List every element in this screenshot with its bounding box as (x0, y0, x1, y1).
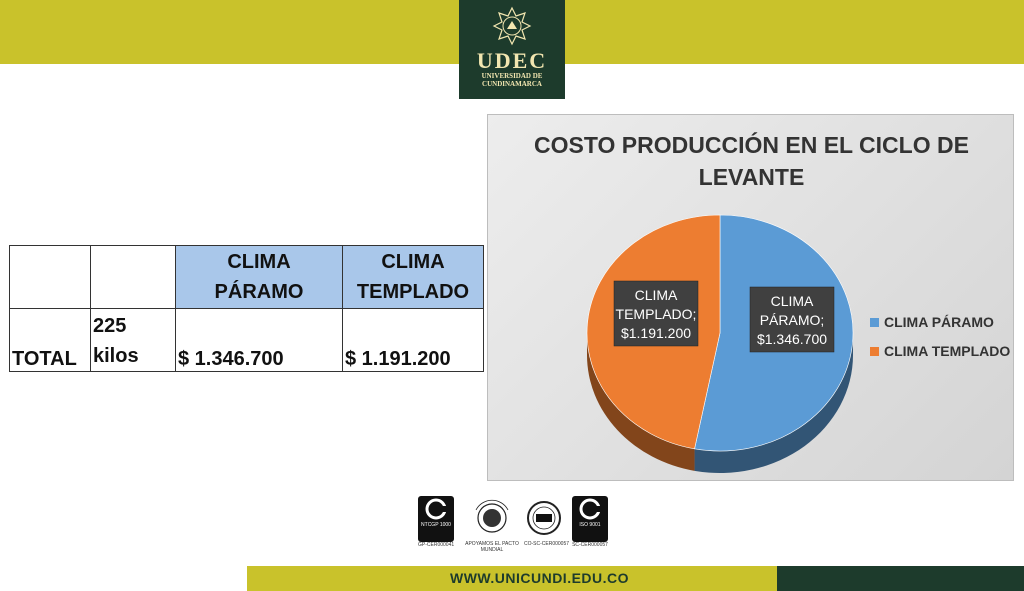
table-cell-templado: $ 1.191.200 (342, 308, 484, 372)
pie-data-label-line: PÁRAMO; (760, 312, 825, 328)
cert-caption: SC-CER000057 (572, 542, 608, 548)
logo-sub-line-2: CUNDINAMARCA (482, 80, 542, 88)
udec-logo: UDEC UNIVERSIDAD DE CUNDINAMARCA (459, 0, 565, 99)
table-header-templado-text: CLIMA TEMPLADO (356, 251, 470, 303)
cost-table: CLIMA PÁRAMO CLIMA TEMPLADO TOTAL 225 ki… (9, 245, 484, 372)
footer-url[interactable]: WWW.UNICUNDI.EDU.CO (450, 570, 630, 586)
cert-caption: GP-CER000041 (418, 542, 455, 548)
legend-swatch (870, 318, 879, 327)
table-header-paramo: CLIMA PÁRAMO (175, 245, 343, 309)
pie-data-label-line: CLIMA (635, 287, 678, 303)
pie-data-label-line: CLIMA (771, 293, 814, 309)
chart-title-line-2: LEVANTE (698, 164, 805, 190)
pie-chart-panel: COSTO PRODUCCIÓN EN EL CICLO DE LEVANTE … (487, 114, 1014, 481)
legend-entry-1: CLIMA TEMPLADO (870, 343, 1010, 359)
icontec-ntcgp-icon: NTCGP 1000 (418, 496, 454, 542)
pie-data-label-line: TEMPLADO; (616, 306, 697, 322)
table-cell-quantity: 225 kilos (90, 308, 176, 372)
logo-sub-line-1: UNIVERSIDAD DE (481, 72, 543, 80)
table-header-paramo-text: CLIMA PÁRAMO (214, 251, 304, 303)
table-header-templado: CLIMA TEMPLADO (342, 245, 484, 309)
legend-label: CLIMA PÁRAMO (884, 314, 994, 330)
chart-title-line-1: COSTO PRODUCCIÓN EN EL CICLO DE (534, 132, 969, 158)
pie-chart: CLIMA PÁRAMO; $1.346.700 CLIMA TEMPLADO; $1.1… (586, 214, 1010, 473)
udec-shield-icon (492, 6, 532, 46)
footer-dark-band (777, 566, 1024, 591)
legend-entry-0: CLIMA PÁRAMO (870, 314, 994, 330)
cert-iqnet: CO-SC-CER000057 (524, 496, 570, 547)
quantity-text: 225 kilos (93, 315, 139, 367)
table-header-cell (90, 245, 176, 309)
pie-data-label-line: $1.191.200 (621, 325, 691, 341)
cert-code: NTCGP 1000 (421, 522, 451, 528)
pie-slice-side-0 (694, 333, 853, 473)
table-cell-label: TOTAL (9, 308, 91, 372)
cert-caption: APOYAMOS EL PACTO MUNDIAL (465, 541, 519, 553)
cert-code: ISO 9001 (579, 522, 601, 528)
cert-global-compact: APOYAMOS EL PACTO MUNDIAL (462, 496, 522, 553)
cert-iso: ISO 9001 SC-CER000057 (572, 496, 608, 548)
footer-band (247, 566, 777, 591)
cert-caption: CO-SC-CER000057 (524, 541, 570, 547)
table-row: TOTAL 225 kilos $ 1.346.700 $ 1.191.200 (9, 308, 484, 372)
certification-logos: NTCGP 1000 GP-CER000041 APOYAMOS EL PACT… (414, 496, 614, 556)
global-compact-icon (475, 499, 509, 533)
pie-slice-side-1 (587, 333, 695, 471)
pie-data-label-line: $1.346.700 (757, 331, 827, 347)
chart-title: COSTO PRODUCCIÓN EN EL CICLO DE LEVANTE (488, 129, 1015, 193)
pie-data-label-0: CLIMA PÁRAMO; $1.346.700 (749, 286, 835, 353)
table-cell-paramo: $ 1.346.700 (175, 308, 343, 372)
icontec-iso-icon: ISO 9001 (572, 496, 608, 542)
table-header-row: CLIMA PÁRAMO CLIMA TEMPLADO (9, 245, 484, 309)
legend-swatch (870, 347, 879, 356)
logo-brand-text: UDEC (476, 48, 548, 73)
cert-ntcgp: NTCGP 1000 GP-CER000041 (418, 496, 454, 548)
legend-label: CLIMA TEMPLADO (884, 343, 1010, 359)
iqnet-icon (527, 501, 561, 535)
table-header-cell (9, 245, 91, 309)
pie-data-label-1: CLIMA TEMPLADO; $1.191.200 (613, 280, 699, 347)
